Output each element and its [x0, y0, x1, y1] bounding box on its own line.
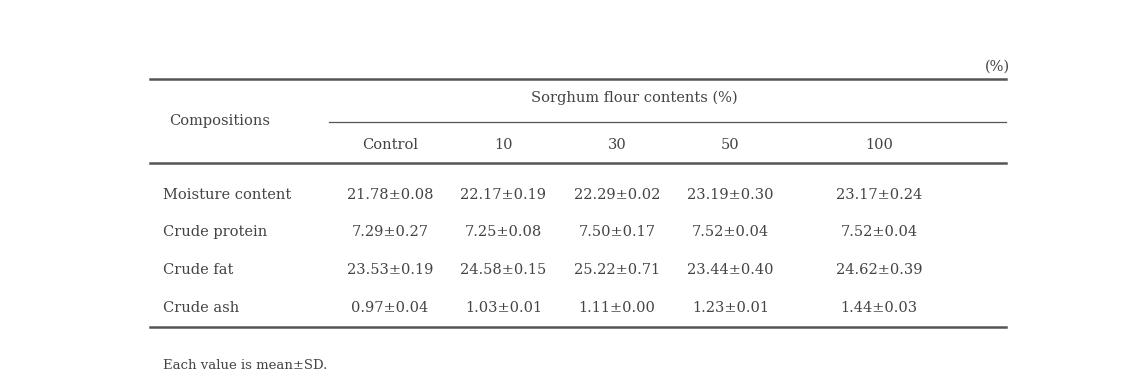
Text: 1.44±0.03: 1.44±0.03: [841, 301, 917, 315]
Text: (%): (%): [985, 60, 1010, 74]
Text: 23.19±0.30: 23.19±0.30: [687, 188, 774, 202]
Text: Compositions: Compositions: [169, 114, 270, 128]
Text: 23.17±0.24: 23.17±0.24: [836, 188, 922, 202]
Text: 7.25±0.08: 7.25±0.08: [464, 225, 542, 239]
Text: 23.53±0.19: 23.53±0.19: [347, 263, 433, 277]
Text: Sorghum flour contents (%): Sorghum flour contents (%): [531, 90, 738, 105]
Text: Crude protein: Crude protein: [162, 225, 267, 239]
Text: 1.11±0.00: 1.11±0.00: [578, 301, 655, 315]
Text: Crude fat: Crude fat: [162, 263, 233, 277]
Text: 100: 100: [866, 138, 893, 152]
Text: 50: 50: [721, 138, 739, 152]
Text: Each value is mean±SD.: Each value is mean±SD.: [162, 359, 327, 372]
Text: 7.52±0.04: 7.52±0.04: [692, 225, 769, 239]
Text: 23.44±0.40: 23.44±0.40: [687, 263, 774, 277]
Text: 25.22±0.71: 25.22±0.71: [574, 263, 660, 277]
Text: 24.58±0.15: 24.58±0.15: [460, 263, 547, 277]
Text: Moisture content: Moisture content: [162, 188, 291, 202]
Text: Crude ash: Crude ash: [162, 301, 239, 315]
Text: 7.29±0.27: 7.29±0.27: [352, 225, 428, 239]
Text: 10: 10: [494, 138, 513, 152]
Text: 1.03±0.01: 1.03±0.01: [464, 301, 542, 315]
Text: 7.50±0.17: 7.50±0.17: [578, 225, 656, 239]
Text: 21.78±0.08: 21.78±0.08: [346, 188, 433, 202]
Text: 1.23±0.01: 1.23±0.01: [692, 301, 769, 315]
Text: Control: Control: [362, 138, 418, 152]
Text: 24.62±0.39: 24.62±0.39: [835, 263, 922, 277]
Text: 0.97±0.04: 0.97±0.04: [352, 301, 428, 315]
Text: 22.17±0.19: 22.17±0.19: [460, 188, 547, 202]
Text: 22.29±0.02: 22.29±0.02: [574, 188, 660, 202]
Text: 7.52±0.04: 7.52±0.04: [841, 225, 917, 239]
Text: 30: 30: [607, 138, 627, 152]
